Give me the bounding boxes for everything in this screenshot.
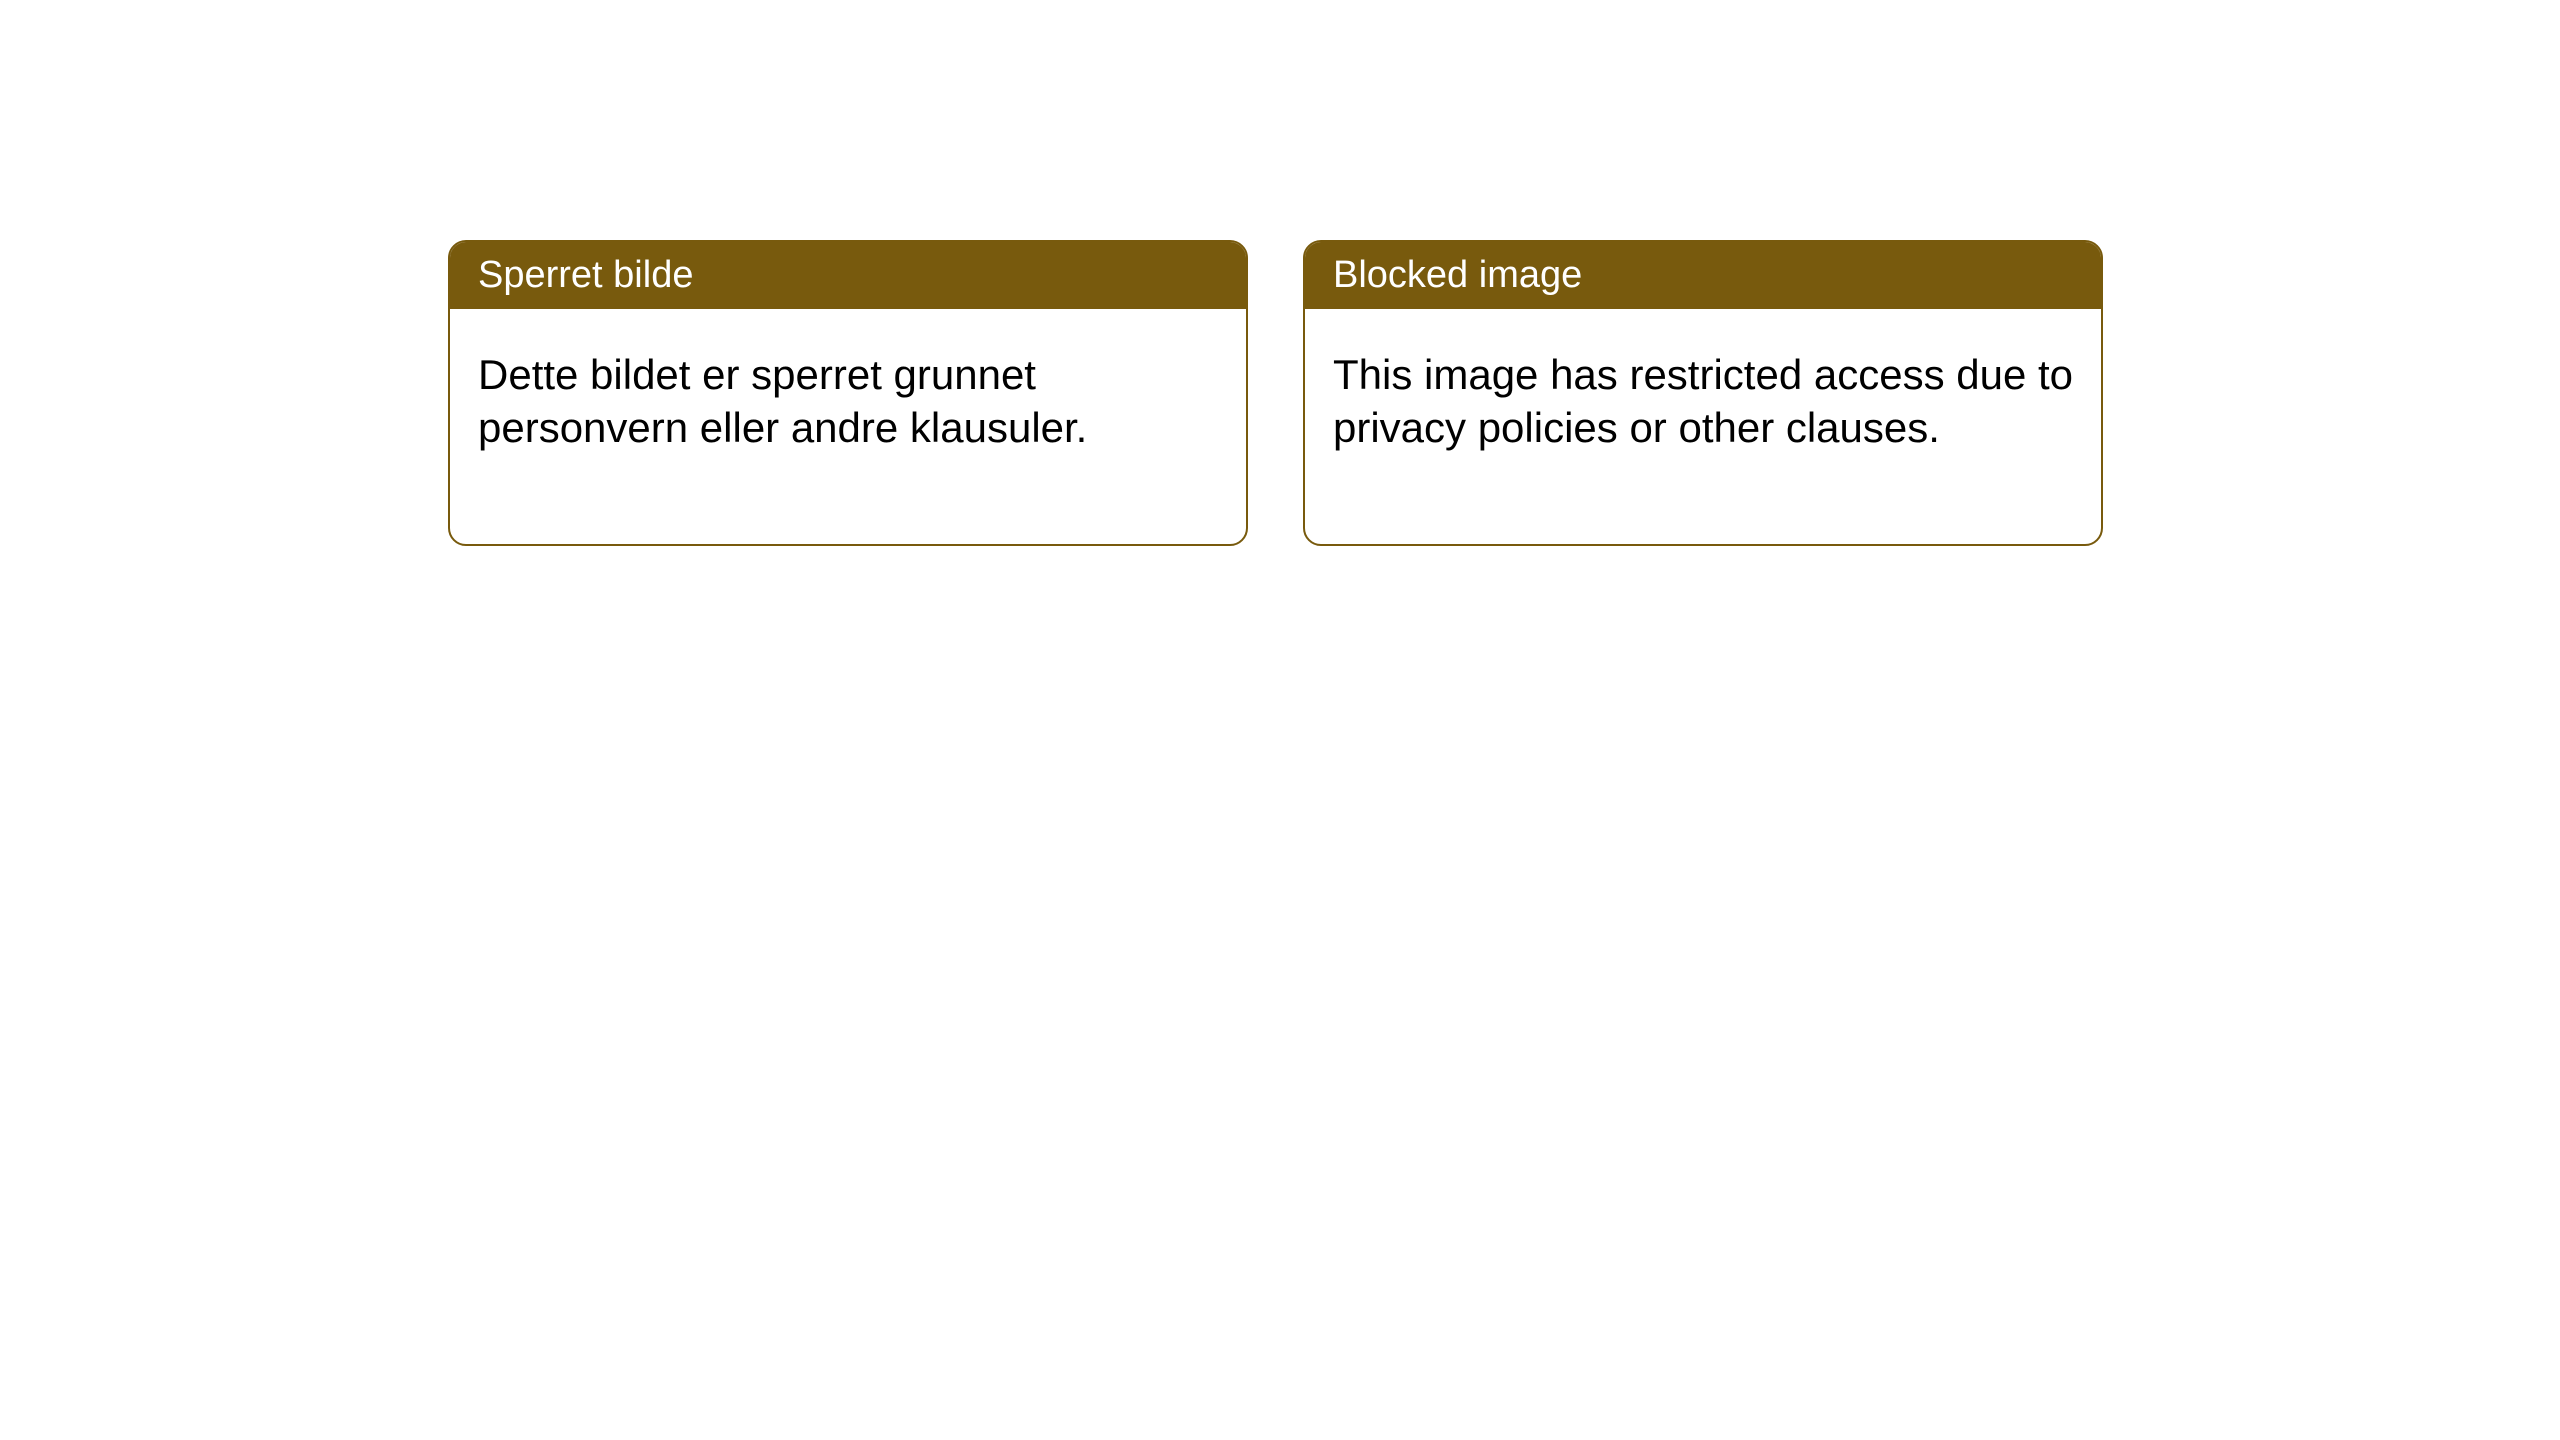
- notice-body: This image has restricted access due to …: [1305, 309, 2101, 544]
- notice-card-english: Blocked image This image has restricted …: [1303, 240, 2103, 546]
- notice-body: Dette bildet er sperret grunnet personve…: [450, 309, 1246, 544]
- notice-card-norwegian: Sperret bilde Dette bildet er sperret gr…: [448, 240, 1248, 546]
- notice-container: Sperret bilde Dette bildet er sperret gr…: [448, 240, 2103, 546]
- notice-message: Dette bildet er sperret grunnet personve…: [478, 351, 1087, 451]
- notice-title: Blocked image: [1333, 254, 1582, 296]
- notice-message: This image has restricted access due to …: [1333, 351, 2073, 451]
- notice-header: Blocked image: [1305, 242, 2101, 309]
- notice-header: Sperret bilde: [450, 242, 1246, 309]
- notice-title: Sperret bilde: [478, 254, 693, 296]
